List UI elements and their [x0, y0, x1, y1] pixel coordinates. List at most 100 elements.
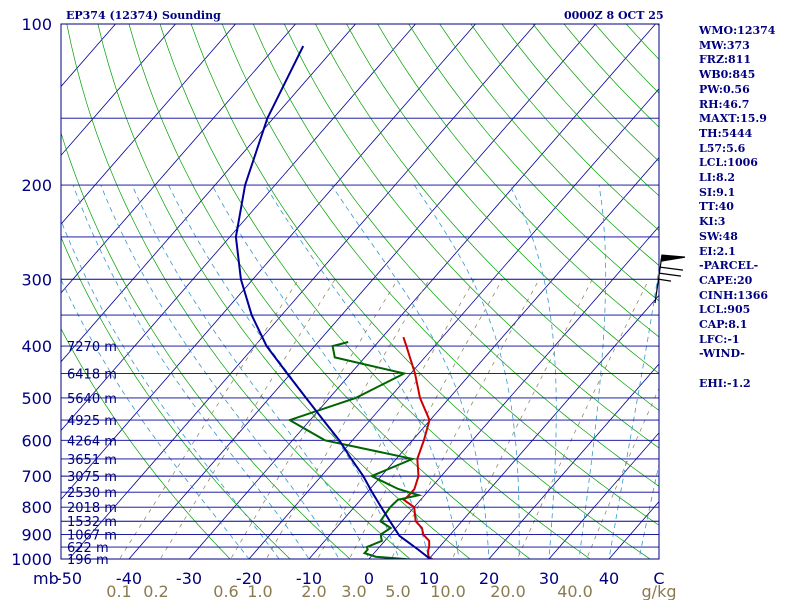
temperature-tick-label: -10: [296, 569, 322, 588]
pressure-tick-label: 400: [21, 337, 52, 356]
isotherm: [488, 363, 659, 559]
pressure-tick-label: 500: [21, 389, 52, 408]
index-item: TH:5444: [699, 126, 753, 140]
index-item: -WIND-: [699, 347, 745, 361]
mixing-ratio-line: [451, 279, 593, 559]
index-item: LFC:-1: [699, 332, 740, 346]
mixing-ratio-label: 20.0: [490, 582, 526, 600]
isotherm: [188, 24, 656, 559]
dry-adiabat: [346, 24, 659, 374]
index-item: L57:5.6: [699, 141, 746, 155]
mixing-ratio-label: 10.0: [430, 582, 466, 600]
height-label: 2018 m: [67, 501, 117, 516]
temperature-tick-label: 20: [479, 569, 499, 588]
pressure-tick-label: 200: [21, 176, 52, 195]
height-label: 1532 m: [67, 515, 117, 530]
index-item: RH:46.7: [699, 97, 750, 111]
index-item: [699, 362, 775, 377]
dry-adiabat: [377, 24, 659, 338]
height-label: 4925 m: [67, 414, 117, 429]
mixing-ratio-label: 40.0: [557, 582, 593, 600]
index-item: CAP:8.1: [699, 318, 748, 332]
index-item: KI:3: [699, 215, 726, 229]
pressure-tick-label: 100: [21, 15, 52, 34]
moist-adiabat: [211, 184, 430, 559]
index-item: LI:8.2: [699, 171, 736, 185]
dry-adiabat: [221, 24, 659, 526]
index-item: CINH:1366: [699, 288, 769, 302]
pressure-tick-label: 300: [21, 270, 52, 289]
isotherm: [368, 225, 659, 559]
index-item: LCL:1006: [699, 156, 758, 170]
index-item: CAPE:20: [699, 273, 753, 287]
isotherm: [61, 24, 176, 156]
index-item: LCL:905: [699, 303, 751, 317]
temperature-tick-label: -40: [116, 569, 142, 588]
isotherm: [61, 24, 236, 225]
mixing-ratio-label: 1.0: [247, 582, 272, 600]
isotherm: [68, 24, 536, 559]
height-label: 622 m: [67, 541, 109, 556]
mixing-ratio-line: [516, 279, 650, 559]
isotherm: [61, 24, 476, 500]
height-label: 3651 m: [67, 453, 117, 468]
mixing-ratio-line: [390, 279, 540, 559]
pressure-tick-label: 600: [21, 431, 52, 450]
pressure-tick-label: 1000: [11, 550, 52, 569]
index-item: MAXT:15.9: [699, 112, 767, 126]
moist-adiabat: [331, 184, 490, 559]
index-item: EHI:-1.2: [699, 376, 751, 390]
moist-adiabat: [100, 184, 340, 559]
index-item: -PARCEL-: [699, 259, 759, 273]
mixing-ratio-label: 2.0: [301, 582, 326, 600]
chart-time: 0000Z 8 OCT 25: [564, 9, 664, 22]
mixing-ratio-line: [265, 279, 430, 559]
temperature-tick-label: -20: [236, 569, 262, 588]
index-item: PW:0.56: [699, 82, 750, 96]
dry-adiabat: [408, 24, 659, 302]
dry-adiabat: [439, 24, 659, 266]
index-item: MW:373: [699, 38, 750, 52]
temperature-tick-label: 40: [599, 569, 619, 588]
indices-panel: WMO:12374 MW:373 FRZ:811 WB0:845 PW:0.56 RH:4…: [699, 24, 775, 392]
chart-title: EP374 (12374) Sounding: [66, 9, 221, 22]
index-item: TT:40: [699, 200, 734, 214]
isotherm: [248, 88, 659, 559]
temperature-tick-label: 10: [419, 569, 439, 588]
index-item: SI:9.1: [699, 185, 736, 199]
plot-frame: [60, 23, 660, 560]
mixing-ratio-line: [119, 279, 299, 559]
mixing-ratio-label: g/kg: [642, 582, 677, 600]
dry-adiabat: [159, 24, 591, 559]
sounding-trace-2: [234, 45, 432, 559]
isotherm: [61, 24, 356, 363]
height-label: 6418 m: [67, 367, 117, 382]
isotherm: [128, 24, 596, 559]
height-label: 1067 m: [67, 529, 117, 544]
index-item: EI:2.1: [699, 244, 736, 258]
isotherm: [61, 24, 416, 432]
moist-adiabat: [168, 184, 400, 559]
index-item: FRZ:811: [699, 53, 752, 67]
plot-area: [61, 24, 800, 581]
dry-adiabat: [315, 24, 659, 411]
height-label: 4264 m: [67, 434, 117, 449]
mixing-ratio-label: 3.0: [341, 582, 366, 600]
isotherm: [548, 432, 659, 559]
moist-adiabat: [578, 185, 607, 559]
mixing-ratio-label: 5.0: [385, 582, 410, 600]
index-item: SW:48: [699, 229, 738, 243]
pressure-tick-label: 900: [21, 526, 52, 545]
index-item: WMO:12374: [699, 24, 776, 37]
moist-adiabat: [509, 184, 557, 559]
sounding-trace-0: [402, 336, 433, 559]
mixing-ratio-label: 0.1: [106, 582, 131, 600]
temperature-tick-label: 0: [364, 569, 374, 588]
pressure-tick-label: 700: [21, 467, 52, 486]
dry-adiabat: [782, 24, 800, 581]
temperature-tick-label: -50: [56, 569, 82, 588]
mixing-ratio-line: [348, 279, 503, 559]
dry-adiabat: [97, 24, 471, 559]
temperature-tick-label: -30: [176, 569, 202, 588]
